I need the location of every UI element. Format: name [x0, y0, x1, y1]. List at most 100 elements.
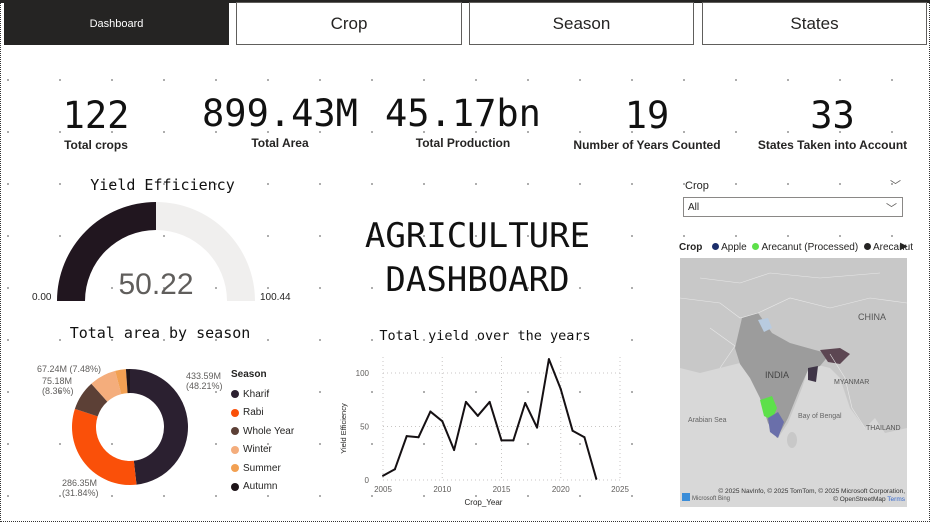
x-tick-label: 2010	[433, 485, 451, 494]
season-legend-item[interactable]: Winter	[231, 441, 294, 460]
top-border	[0, 0, 930, 3]
season-legend-label: Whole Year	[243, 425, 295, 437]
x-tick-label: 2020	[552, 485, 570, 494]
donut-slice-summer[interactable]	[115, 369, 128, 395]
legend-dot	[712, 243, 720, 250]
map-legend-title: Crop	[679, 242, 703, 253]
chevron-down-icon[interactable]: ﹀	[890, 180, 901, 192]
yield-data-point[interactable]	[571, 429, 574, 432]
map-attribution: © 2025 NavInfo, © 2025 TomTom, © 2025 Mi…	[715, 488, 905, 504]
yield-data-point[interactable]	[583, 436, 586, 439]
x-axis-label: Crop_Year	[465, 498, 503, 507]
yield-data-point[interactable]	[524, 401, 527, 404]
season-legend-label: Summer	[243, 462, 281, 474]
legend-swatch	[231, 390, 239, 399]
legend-next-icon[interactable]: ▶	[900, 241, 908, 252]
kpi-label: Total Area	[251, 136, 309, 150]
gauge-min-label: 0.00	[32, 292, 52, 303]
yield-data-point[interactable]	[382, 474, 384, 477]
map-legend-item: Arecanut (Processed)	[761, 242, 859, 253]
map-legend: Crop Apple Arecanut (Processed) Arecanut	[679, 242, 913, 253]
kpi-label: Total Production	[415, 136, 511, 150]
season-legend-title: Season	[231, 369, 267, 380]
donut-slice-whole-year[interactable]	[74, 383, 108, 417]
dashboard-title: AGRICULTURE DASHBOARD	[350, 214, 605, 302]
india-region[interactable]	[735, 313, 830, 438]
season-legend-item[interactable]: Summer	[231, 459, 294, 478]
gauge-max-label: 100.44	[260, 292, 291, 303]
yield-gauge[interactable]: 50.22 0.00 100.44	[30, 196, 300, 306]
legend-swatch	[231, 408, 239, 417]
kpi-label: Number of Years Counted	[573, 138, 721, 152]
season-legend-item[interactable]: Kharif	[231, 385, 294, 404]
donut-slice-kharif[interactable]	[130, 369, 188, 485]
legend-dot	[752, 243, 760, 250]
dashboard-title-line2: DASHBOARD	[385, 260, 570, 300]
legend-swatch	[231, 427, 239, 436]
yield-data-point[interactable]	[547, 358, 550, 361]
crop-map[interactable]: CHINA INDIA MYANMAR THAILAND Arabian Sea…	[680, 258, 907, 507]
season-legend: Season Kharif Rabi Whole Year Winter Summer A…	[231, 369, 294, 496]
chevron-down-icon: ﹀	[886, 203, 897, 215]
map-legend-item: Apple	[721, 242, 747, 253]
yield-data-point[interactable]	[500, 439, 503, 442]
map-canvas[interactable]: CHINA INDIA MYANMAR THAILAND Arabian Sea…	[680, 258, 907, 507]
nav-states-button[interactable]: States	[702, 2, 927, 45]
season-legend-item[interactable]: Rabi	[231, 404, 294, 423]
yield-data-point[interactable]	[453, 449, 456, 452]
crop-slicer-dropdown[interactable]: All ﹀	[683, 197, 903, 217]
map-label-arabian-sea: Arabian Sea	[688, 417, 727, 424]
nav-crop-button[interactable]: Crop	[236, 2, 462, 45]
kpi-label: States Taken into Account	[757, 138, 908, 152]
legend-dot	[863, 243, 871, 250]
yield-data-point[interactable]	[417, 436, 420, 439]
map-label-india: INDIA	[765, 370, 789, 380]
map-terms-link[interactable]: Terms	[887, 496, 905, 503]
x-tick-label: 2015	[493, 485, 511, 494]
yield-data-point[interactable]	[559, 388, 562, 391]
yield-data-point[interactable]	[393, 468, 396, 471]
chart-grid	[382, 357, 621, 481]
donut-label-rabi: 286.35M (31.84%)	[62, 478, 99, 498]
apple-region[interactable]	[768, 412, 784, 438]
donut-slice-autumn[interactable]	[125, 369, 130, 394]
map-label-bay-of-bengal: Bay of Bengal	[798, 413, 842, 420]
donut-slice-winter[interactable]	[91, 370, 122, 402]
yield-data-point[interactable]	[405, 435, 408, 438]
legend-swatch	[231, 445, 239, 454]
northeast-region[interactable]	[820, 348, 850, 364]
season-donut-chart[interactable]	[60, 363, 200, 493]
yield-series-line[interactable]	[382, 358, 598, 480]
season-legend-label: Kharif	[243, 388, 270, 400]
yield-data-point[interactable]	[429, 410, 432, 413]
bing-label: Microsoft Bing	[692, 496, 730, 502]
yield-data-point[interactable]	[536, 426, 539, 429]
donut-label-winter: 67.24M (7.48%)	[37, 364, 102, 374]
donut-slice-rabi[interactable]	[72, 408, 137, 485]
kpi-value: 899.43M	[202, 92, 358, 135]
yield-line-chart[interactable]: 0 50 100 2005 2010 2015 2020 2025 Crop_Year Yield…	[338, 352, 638, 512]
kpi-value: 45.17bn	[385, 92, 541, 135]
dashboard-title-line1: AGRICULTURE	[364, 216, 591, 256]
kpi-value: 122	[62, 94, 130, 137]
arecanut-processed-region[interactable]	[760, 396, 777, 420]
nav-season-button[interactable]: Season	[469, 2, 694, 45]
crop-slicer-value: All	[688, 202, 700, 213]
yield-data-point[interactable]	[441, 420, 444, 423]
kpi-label: Total crops	[64, 138, 128, 152]
gauge-value: 50.22	[118, 268, 193, 301]
east-region[interactable]	[808, 366, 818, 382]
kpi-value: 19	[624, 94, 670, 137]
donut-title: Total area by season	[69, 324, 251, 342]
nav-dashboard-button[interactable]: Dashboard	[4, 2, 229, 45]
x-tick-label: 2025	[611, 485, 629, 494]
yield-data-point[interactable]	[464, 400, 467, 403]
yield-data-point[interactable]	[595, 477, 598, 480]
yield-data-point[interactable]	[476, 414, 479, 417]
yield-data-point[interactable]	[488, 400, 491, 403]
yield-data-point[interactable]	[512, 439, 515, 442]
map-label-thailand: THAILAND	[866, 425, 901, 432]
season-legend-item[interactable]: Whole Year	[231, 422, 294, 441]
season-legend-item[interactable]: Autumn	[231, 478, 294, 497]
kpi-states-count: 33 States Taken into Account	[755, 96, 910, 153]
